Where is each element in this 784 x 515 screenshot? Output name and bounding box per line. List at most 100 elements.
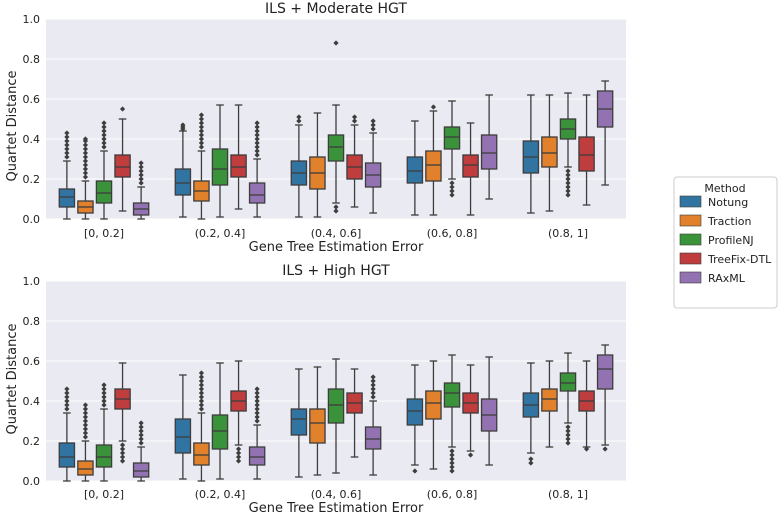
outlier-point — [198, 390, 205, 396]
outlier-point — [82, 402, 89, 408]
y-tick-label: 0.8 — [23, 315, 41, 328]
box-profilenj — [443, 100, 461, 198]
box-raxml — [132, 160, 150, 220]
outlier-point — [138, 428, 144, 434]
outlier-point — [370, 122, 376, 128]
outlier-point — [254, 386, 260, 392]
panel-high-hgt: ILS + High HGT Quartet Distance Gene Tre… — [5, 263, 626, 515]
outlier-point — [198, 378, 205, 384]
box-treefix-dtl — [114, 362, 131, 464]
outlier-point — [64, 402, 70, 408]
x-axis-label: Gene Tree Estimation Error — [249, 240, 424, 255]
outlier-point — [449, 192, 455, 198]
outlier-point — [449, 456, 455, 462]
outlier-point — [101, 120, 107, 126]
box-raxml — [480, 94, 498, 200]
box-treefix-dtl — [230, 104, 247, 210]
box-iqr — [596, 354, 614, 390]
y-axis-label: Quartet Distance — [5, 324, 20, 435]
outlier-point — [82, 422, 89, 428]
y-tick-label: 1.0 — [23, 275, 41, 288]
outlier-point — [101, 136, 107, 142]
legend-swatch — [679, 271, 702, 284]
outlier-point — [254, 140, 260, 146]
x-tick-label: (0.2, 0.4] — [195, 488, 246, 501]
box-treefix-dtl — [578, 360, 595, 452]
outlier-point — [449, 188, 455, 194]
y-tick-label: 1.0 — [23, 13, 41, 26]
outlier-point — [82, 174, 89, 180]
box-traction — [425, 360, 442, 470]
outlier-point — [138, 168, 144, 174]
box-iqr — [327, 388, 345, 424]
outlier-point — [82, 418, 89, 424]
outlier-point — [565, 188, 571, 194]
box-raxml — [596, 344, 614, 452]
outlier-point — [370, 382, 376, 388]
outlier-point — [101, 124, 107, 130]
y-tick-label: 0.0 — [23, 475, 41, 488]
outlier-point — [64, 146, 70, 152]
outlier-point — [198, 112, 205, 118]
outlier-point — [565, 168, 571, 174]
outlier-point — [138, 436, 144, 442]
outlier-point — [449, 184, 455, 190]
box-iqr — [364, 426, 382, 450]
outlier-point — [449, 460, 455, 466]
outlier-point — [138, 432, 144, 438]
box-iqr — [132, 462, 150, 478]
outlier-point — [351, 118, 358, 124]
outlier-point — [119, 450, 126, 456]
outlier-point — [82, 150, 89, 156]
box-iqr — [290, 408, 308, 436]
outlier-point — [254, 120, 260, 126]
outlier-point — [119, 458, 126, 464]
box-raxml — [132, 420, 150, 482]
box-raxml — [248, 386, 266, 480]
box-profilenj — [559, 352, 577, 446]
legend-item-label: RAxML — [708, 272, 746, 285]
y-tick-label: 0.6 — [23, 355, 41, 368]
box-iqr — [406, 156, 424, 184]
outlier-point — [254, 398, 260, 404]
outlier-point — [449, 180, 455, 186]
outlier-point — [565, 432, 571, 438]
outlier-point — [198, 144, 205, 150]
legend-swatch — [679, 195, 702, 208]
box-iqr — [541, 388, 558, 412]
box-raxml — [248, 120, 266, 218]
outlier-point — [138, 420, 144, 426]
outlier-point — [565, 172, 571, 178]
outlier-point — [138, 160, 144, 166]
box-iqr — [578, 136, 595, 172]
box-notung — [406, 364, 424, 474]
outlier-point — [254, 406, 260, 412]
box-raxml — [480, 356, 498, 466]
box-iqr — [95, 444, 113, 468]
outlier-point — [82, 142, 89, 148]
box-notung — [406, 120, 424, 216]
box-iqr — [309, 408, 326, 444]
outlier-point — [198, 406, 205, 412]
box-iqr — [462, 154, 479, 178]
outlier-point — [119, 446, 126, 452]
outlier-point — [138, 176, 144, 182]
outlier-point — [467, 452, 474, 458]
outlier-point — [235, 458, 242, 464]
x-tick-label: (0.8, 1] — [548, 488, 588, 501]
panel-moderate-hgt: ILS + Moderate HGT Quartet Distance Gene… — [5, 1, 626, 255]
x-tick-label: (0.2, 0.4] — [195, 227, 246, 240]
outlier-point — [64, 130, 70, 136]
outlier-point — [64, 154, 70, 160]
box-iqr — [77, 460, 94, 476]
box-traction — [309, 366, 326, 476]
y-tick-label: 0.4 — [23, 133, 41, 146]
box-notung — [58, 386, 76, 482]
outlier-point — [254, 124, 260, 130]
y-tick-label: 0.2 — [23, 435, 41, 448]
box-iqr — [211, 148, 229, 186]
outlier-point — [198, 136, 205, 142]
box-notung — [290, 368, 308, 478]
outlier-point — [82, 414, 89, 420]
outlier-point — [64, 142, 70, 148]
